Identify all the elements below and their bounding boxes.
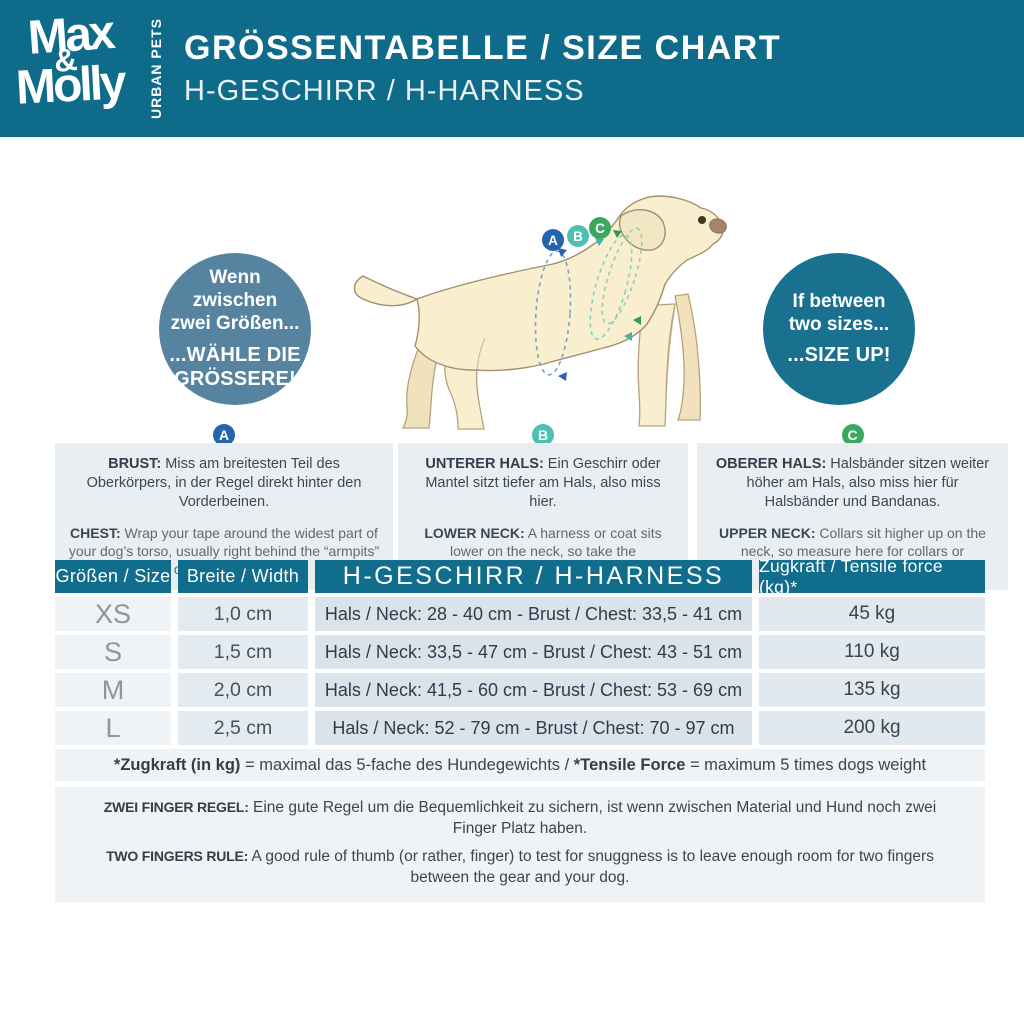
footnote-english-label: *Tensile Force bbox=[573, 755, 686, 774]
brand-logo: Max & Molly URBAN PETS bbox=[14, 6, 164, 128]
figure-marker-b: B bbox=[567, 225, 589, 247]
rule-english: TWO FINGERS RULE: A good rule of thumb (… bbox=[81, 847, 959, 889]
rule-german-text: Eine gute Regel um die Bequemlichkeit zu… bbox=[248, 799, 937, 837]
dog-illustration: A B C bbox=[345, 186, 730, 434]
arrowhead-upperneck-top bbox=[613, 230, 622, 238]
size-cell: XS bbox=[55, 597, 171, 631]
width-cell: 2,5 cm bbox=[178, 711, 308, 745]
marker-badge-a: A bbox=[213, 424, 235, 446]
range-cell: Hals / Neck: 33,5 - 47 cm - Brust / Ches… bbox=[315, 635, 752, 669]
dog-foreleg-line bbox=[665, 305, 676, 403]
figure-marker-b-label: B bbox=[573, 229, 583, 244]
hint-line: two sizes... bbox=[788, 313, 890, 335]
footnote-english-text: = maximum 5 times dogs weight bbox=[685, 755, 927, 774]
range-cell: Hals / Neck: 28 - 40 cm - Brust / Chest:… bbox=[315, 597, 752, 631]
two-fingers-rule-box: ZWEI FINGER REGEL: Eine gute Regel um di… bbox=[55, 787, 985, 902]
hint-line: Wenn bbox=[209, 267, 261, 289]
arrowhead-chest-bottom bbox=[558, 372, 567, 381]
rule-german-label: ZWEI FINGER REGEL: bbox=[103, 799, 249, 815]
logo-urban-pets: URBAN PETS bbox=[148, 17, 164, 119]
instruction-german-label: BRUST: bbox=[108, 456, 162, 472]
figure-marker-a: A bbox=[542, 229, 564, 251]
footnote-german-label: *Zugkraft (in kg) bbox=[113, 755, 241, 774]
column-header-harness: H-GESCHIRR / H-HARNESS bbox=[315, 560, 752, 593]
figure-marker-a-label: A bbox=[548, 233, 558, 248]
arrowhead-lowerneck-bottom bbox=[624, 332, 632, 341]
size-cell: S bbox=[55, 635, 171, 669]
marker-badge-c: C bbox=[841, 424, 864, 446]
column-header-size: Größen / Size bbox=[55, 560, 171, 593]
arrowhead-lowerneck-top bbox=[595, 238, 604, 246]
range-cell: Hals / Neck: 52 - 79 cm - Brust / Chest:… bbox=[315, 711, 752, 745]
measure-ellipse-upper-neck bbox=[601, 227, 643, 325]
marker-badge-b: B bbox=[532, 424, 554, 446]
page-title: GRÖSSENTABELLE / SIZE CHART bbox=[184, 29, 782, 67]
instruction-german-text: Halsbänder sitzen weiter höher am Hals, … bbox=[746, 456, 990, 510]
instruction-german: OBERER HALS: Halsbänder sitzen weiter hö… bbox=[709, 455, 996, 512]
rule-english-text: A good rule of thumb (or rather, finger)… bbox=[248, 847, 934, 886]
instruction-german-label: UNTERER HALS: bbox=[425, 456, 544, 472]
page-subtitle: H-GESCHIRR / H-HARNESS bbox=[184, 75, 585, 107]
width-cell: 1,0 cm bbox=[178, 597, 308, 631]
size-cell: M bbox=[55, 673, 171, 707]
force-cell: 135 kg bbox=[759, 673, 985, 707]
arrowhead-upperneck-bottom bbox=[633, 316, 641, 325]
header-bar: Max & Molly URBAN PETS GRÖSSENTABELLE / … bbox=[0, 0, 1024, 137]
hint-line: zwischen bbox=[192, 290, 278, 312]
tensile-force-footnote: *Zugkraft (in kg) = maximal das 5-fache … bbox=[55, 749, 985, 781]
measure-ellipse-lower-neck bbox=[589, 234, 633, 340]
rule-german: ZWEI FINGER REGEL: Eine gute Regel um di… bbox=[81, 798, 959, 840]
hint-emphasis: ...SIZE UP! bbox=[787, 344, 891, 367]
instruction-german-text: Miss am breitesten Teil des Oberkörpers,… bbox=[86, 456, 362, 510]
column-header-width: Breite / Width bbox=[178, 560, 308, 593]
figure-marker-c: C bbox=[589, 217, 611, 239]
width-cell: 2,0 cm bbox=[178, 673, 308, 707]
hint-line: zwei Größen... bbox=[170, 312, 300, 334]
instruction-german-label: OBERER HALS: bbox=[715, 456, 827, 472]
instruction-german: BRUST: Miss am breitesten Teil des Oberk… bbox=[67, 455, 381, 512]
dog-nose bbox=[709, 218, 727, 234]
instruction-english-label: UPPER NECK: bbox=[719, 524, 816, 541]
instruction-english-label: LOWER NECK: bbox=[424, 524, 525, 541]
footnote-german-text: = maximal das 5-fache des Hundegewichts … bbox=[240, 755, 574, 774]
force-cell: 110 kg bbox=[759, 635, 985, 669]
instruction-german-text: Ein Geschirr oder Mantel sitzt tiefer am… bbox=[425, 456, 661, 510]
rule-english-label: TWO FINGERS RULE: bbox=[106, 847, 249, 864]
size-cell: L bbox=[55, 711, 171, 745]
size-table: Größen / Size Breite / Width H-GESCHIRR … bbox=[55, 556, 985, 781]
dog-thigh-line bbox=[476, 337, 486, 399]
force-cell: 200 kg bbox=[759, 711, 985, 745]
dog-measure-diagram: A B C bbox=[353, 195, 727, 430]
logo-word-molly: Molly bbox=[14, 55, 125, 115]
instruction-english-label: CHEST: bbox=[70, 524, 121, 541]
hint-circle-english: If between two sizes... ...SIZE UP! bbox=[763, 253, 915, 405]
width-cell: 1,5 cm bbox=[178, 635, 308, 669]
force-cell: 45 kg bbox=[759, 597, 985, 631]
hint-emphasis: GRÖSSERE! bbox=[174, 367, 296, 390]
column-header-tensile-force: Zugkraft / Tensile force (kg)* bbox=[759, 556, 985, 597]
range-cell: Hals / Neck: 41,5 - 60 cm - Brust / Ches… bbox=[315, 673, 752, 707]
hint-line: If between bbox=[792, 290, 886, 312]
hint-circle-german: Wenn zwischen zwei Größen... ...WÄHLE DI… bbox=[159, 253, 311, 405]
figure-marker-c-label: C bbox=[595, 221, 605, 236]
hint-emphasis: ...WÄHLE DIE bbox=[169, 343, 301, 366]
dog-far-front-leg bbox=[674, 293, 702, 421]
arrowhead-chest-top bbox=[558, 248, 567, 257]
header-titles: GRÖSSENTABELLE / SIZE CHART H-GESCHIRR /… bbox=[184, 29, 781, 108]
instruction-german: UNTERER HALS: Ein Geschirr oder Mantel s… bbox=[410, 455, 676, 512]
dog-eye bbox=[698, 216, 706, 224]
